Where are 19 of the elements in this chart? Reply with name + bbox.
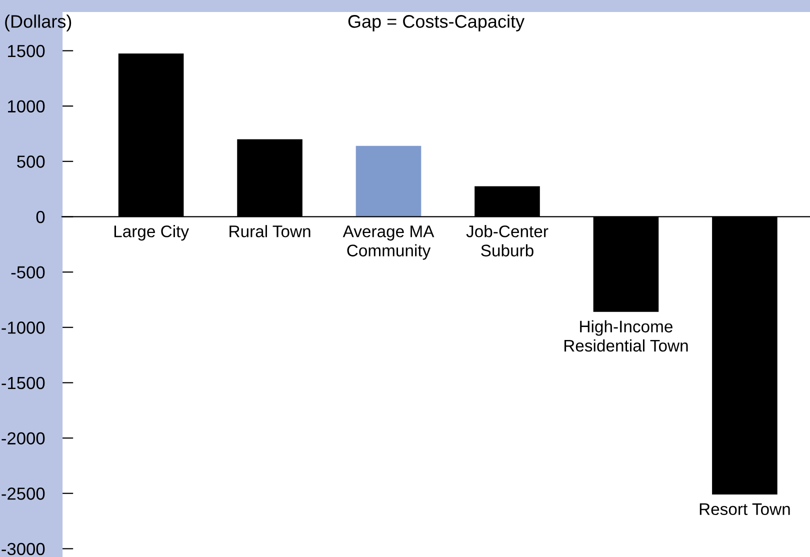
x-tick-label: Rural Town bbox=[230, 225, 310, 238]
x-tick-label: Large City bbox=[114, 225, 189, 241]
y-tick-label: 500 bbox=[17, 156, 45, 168]
y-tick-label: 1000 bbox=[8, 100, 45, 113]
y-axis-title: (Dollars) bbox=[5, 14, 72, 32]
x-tick-label: Job-Center Suburb bbox=[466, 225, 548, 256]
x-tick-label: Average MA Community bbox=[342, 226, 434, 260]
y-tick-label: 0 bbox=[36, 210, 45, 224]
y-tick-label: -500 bbox=[11, 266, 45, 279]
y-tick-label: -3000 bbox=[2, 542, 45, 556]
y-tick-label: -2500 bbox=[2, 488, 45, 500]
y-tick-label: -1000 bbox=[2, 322, 45, 334]
x-tick-label: High-Income Residential Town bbox=[564, 320, 688, 352]
y-tick-label: -2000 bbox=[2, 432, 45, 444]
y-tick-label: -1500 bbox=[2, 376, 45, 390]
bar bbox=[356, 146, 422, 217]
y-tick-label: 1500 bbox=[8, 44, 45, 58]
chart-title: Gap = Costs-Capacity bbox=[348, 14, 525, 32]
x-tick-label: Resort Town bbox=[700, 503, 790, 516]
